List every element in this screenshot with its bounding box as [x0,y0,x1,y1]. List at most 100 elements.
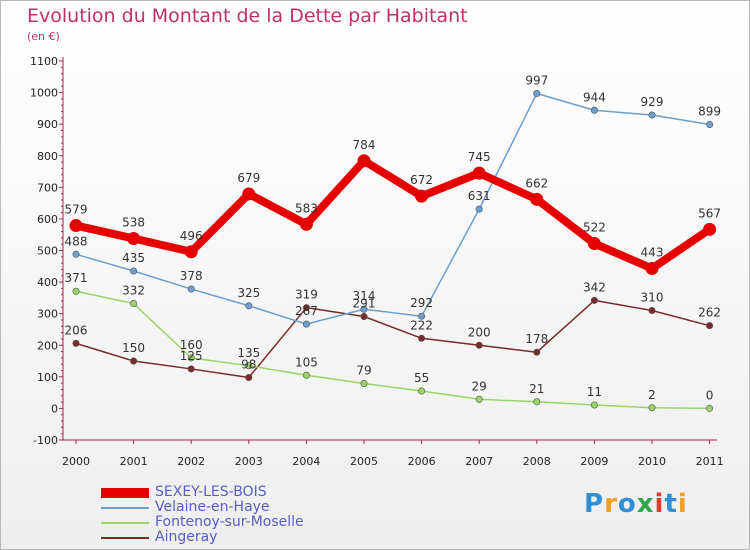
legend-swatch [101,522,149,524]
data-label: 583 [295,201,318,215]
logo-letter: P [584,489,605,519]
data-point [533,398,541,406]
y-tick-label: 300 [37,308,58,321]
data-label: 98 [241,357,256,371]
data-label: 929 [641,95,664,109]
y-tick-label: 400 [37,276,58,289]
legend-label: SEXEY-LES-BOIS [155,484,267,500]
x-tick-label: 2008 [523,455,551,468]
y-tick-label: 700 [37,181,58,194]
data-point [590,106,598,114]
logo-letter: o [617,489,637,519]
data-label: 522 [583,221,606,235]
data-point [645,262,659,276]
data-point [475,341,483,349]
data-point [533,90,541,98]
data-point [590,296,598,304]
data-point [703,222,717,236]
data-point [415,189,429,203]
data-point [472,166,486,180]
data-label: 105 [295,355,318,369]
y-tick-label: 800 [37,150,58,163]
data-label: 55 [414,371,429,385]
data-point [418,334,426,342]
data-label: 135 [237,346,260,360]
data-label: 319 [295,288,318,302]
data-point [706,120,714,128]
data-point [302,320,310,328]
x-tick-label: 2007 [465,455,493,468]
data-point [130,300,138,308]
data-point [418,387,426,395]
data-label: 997 [525,74,548,88]
chart-title: Evolution du Montant de la Dette par Hab… [27,5,468,27]
data-label: 332 [122,284,145,298]
data-label: 150 [122,341,145,355]
logo-letter: x [636,489,655,519]
data-label: 443 [641,246,664,260]
data-point [245,373,253,381]
y-tick-label: -100 [33,434,58,447]
series-line [72,156,714,273]
data-label: 310 [641,291,664,305]
data-label: 672 [410,173,433,187]
data-point [72,250,80,258]
data-label: 325 [237,286,260,300]
data-label: 262 [698,306,721,320]
data-label: 371 [65,271,88,285]
data-point [587,237,601,251]
data-label: 378 [180,269,203,283]
data-point [127,231,141,245]
data-point [648,307,656,315]
data-label: 21 [529,382,544,396]
data-label: 11 [587,385,602,399]
data-label: 160 [180,338,203,352]
data-label: 631 [468,189,491,203]
legend-swatch [101,488,149,498]
legend-swatch [101,507,149,509]
y-tick-label: 200 [37,339,58,352]
series-line [75,290,711,410]
logo-letter: i [654,489,665,519]
data-point [357,154,371,168]
data-label: 579 [65,203,88,217]
data-label: 567 [698,206,721,220]
data-point [530,192,544,206]
axes: -100 0 100 200 300 400 500 600 700 800 900 1000 1100… [30,55,724,468]
x-tick-label: 2004 [292,455,320,468]
y-tick-label: 500 [37,245,58,258]
data-point [360,305,368,313]
y-tick-label: 600 [37,213,58,226]
line-chart: -100 0 100 200 300 400 500 600 700 800 900 1000 1100… [30,55,724,468]
data-point [72,287,80,295]
data-label: 292 [410,296,433,310]
data-label: 267 [295,304,318,318]
y-tick-label: 1000 [30,87,58,100]
data-point [130,357,138,365]
data-point [245,302,253,310]
logo-letter: i [677,489,688,519]
data-label: 178 [525,332,548,346]
data-label: 206 [65,323,88,337]
data-point [648,111,656,119]
data-label: 2 [648,388,656,402]
data-label: 79 [356,363,371,377]
data-point [475,205,483,213]
y-tick-label: 900 [37,118,58,131]
data-label: 125 [180,349,203,363]
data-point [418,312,426,320]
data-point [187,354,195,362]
legend-swatch [101,537,149,539]
data-label: 745 [468,150,491,164]
data-label: 291 [353,297,376,311]
legend-label: Fontenoy-sur-Moselle [155,514,304,530]
data-label: 29 [472,379,487,393]
data-point [706,404,714,412]
data-point [187,365,195,373]
data-point [242,187,256,201]
data-label: 342 [583,280,606,294]
data-point [706,322,714,330]
data-label: 662 [525,176,548,190]
data-point [299,217,313,231]
